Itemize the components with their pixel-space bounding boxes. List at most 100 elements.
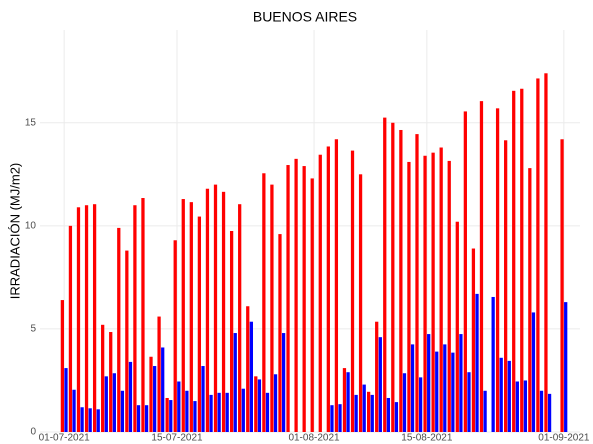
x-tick-label: 01-09-2021 <box>538 433 590 444</box>
bar <box>536 78 540 432</box>
bar <box>483 390 487 432</box>
bar <box>181 199 185 432</box>
bar <box>507 360 511 432</box>
bar <box>265 392 270 432</box>
chart-title: BUENOS AIRES <box>253 9 357 25</box>
bar <box>88 408 92 432</box>
bar <box>101 324 105 432</box>
bar <box>238 204 242 432</box>
bar <box>338 404 342 432</box>
bar <box>169 400 173 432</box>
bar <box>342 368 347 432</box>
bar <box>153 366 157 432</box>
bar <box>225 392 229 432</box>
bar <box>475 293 479 432</box>
bar <box>104 376 108 432</box>
x-tick-label: 01-07-2021 <box>39 433 91 444</box>
bar <box>418 377 423 432</box>
x-tick-label: 15-07-2021 <box>151 433 203 444</box>
bar <box>383 117 387 432</box>
bar <box>326 146 330 432</box>
bar <box>375 321 379 432</box>
bar <box>270 184 274 432</box>
bar <box>378 337 382 432</box>
bar <box>350 150 355 432</box>
bar <box>459 334 463 432</box>
bar <box>564 302 568 432</box>
bar <box>318 154 322 432</box>
bar <box>197 216 202 432</box>
bar <box>479 101 484 432</box>
bar <box>391 122 395 433</box>
bar <box>149 356 153 432</box>
bar <box>310 178 314 432</box>
bar <box>125 250 129 432</box>
bar <box>286 165 290 432</box>
bar <box>213 184 218 432</box>
bar <box>278 234 282 432</box>
bar <box>431 152 435 432</box>
bar <box>330 405 334 432</box>
y-axis-title: IRRADIACIÓN (MJ/m2) <box>7 163 22 300</box>
bar <box>64 368 68 432</box>
bar <box>447 160 451 432</box>
bar <box>273 374 278 432</box>
bar <box>84 205 89 432</box>
bar <box>185 390 189 432</box>
bar <box>531 312 536 432</box>
bar <box>435 351 439 432</box>
bar <box>499 357 503 432</box>
y-tick-label: 15 <box>25 117 37 128</box>
bar <box>233 333 237 432</box>
bar <box>495 108 500 432</box>
bar <box>128 361 133 432</box>
bar <box>229 231 234 432</box>
bar <box>491 296 495 432</box>
bar <box>76 207 81 432</box>
bar <box>512 90 516 433</box>
bar <box>439 147 443 432</box>
bar <box>427 334 431 432</box>
bar <box>367 391 371 432</box>
bar <box>201 366 205 432</box>
bar <box>455 221 459 432</box>
bar <box>386 397 391 432</box>
bar <box>249 321 253 432</box>
bar <box>463 111 467 432</box>
bar <box>157 316 161 432</box>
bar <box>423 155 427 432</box>
bar <box>257 379 262 432</box>
bar <box>407 161 411 432</box>
y-tick-label: 10 <box>25 220 37 231</box>
bar <box>560 139 564 432</box>
bar <box>451 352 455 432</box>
bar <box>209 394 213 432</box>
bar <box>109 332 113 432</box>
bar <box>415 134 419 432</box>
bar <box>80 407 84 432</box>
bar <box>254 376 258 432</box>
bar <box>523 380 528 432</box>
bar <box>221 191 226 432</box>
bar <box>96 409 100 432</box>
bar <box>528 168 532 432</box>
y-tick-label: 0 <box>30 427 36 438</box>
bar <box>205 188 210 432</box>
bar <box>520 88 524 432</box>
bar <box>515 381 519 432</box>
bar <box>177 381 181 432</box>
bar <box>394 402 399 432</box>
bar <box>262 173 266 432</box>
bar <box>141 198 145 432</box>
bar <box>120 390 125 432</box>
bar <box>173 240 177 432</box>
y-tick-label: 5 <box>30 324 36 335</box>
bar <box>399 129 403 432</box>
bar <box>165 397 169 432</box>
bar <box>60 300 64 432</box>
bar <box>544 73 548 433</box>
bar <box>72 389 76 432</box>
x-tick-label: 15-08-2021 <box>401 433 453 444</box>
bar <box>402 373 407 432</box>
bar <box>117 227 121 432</box>
